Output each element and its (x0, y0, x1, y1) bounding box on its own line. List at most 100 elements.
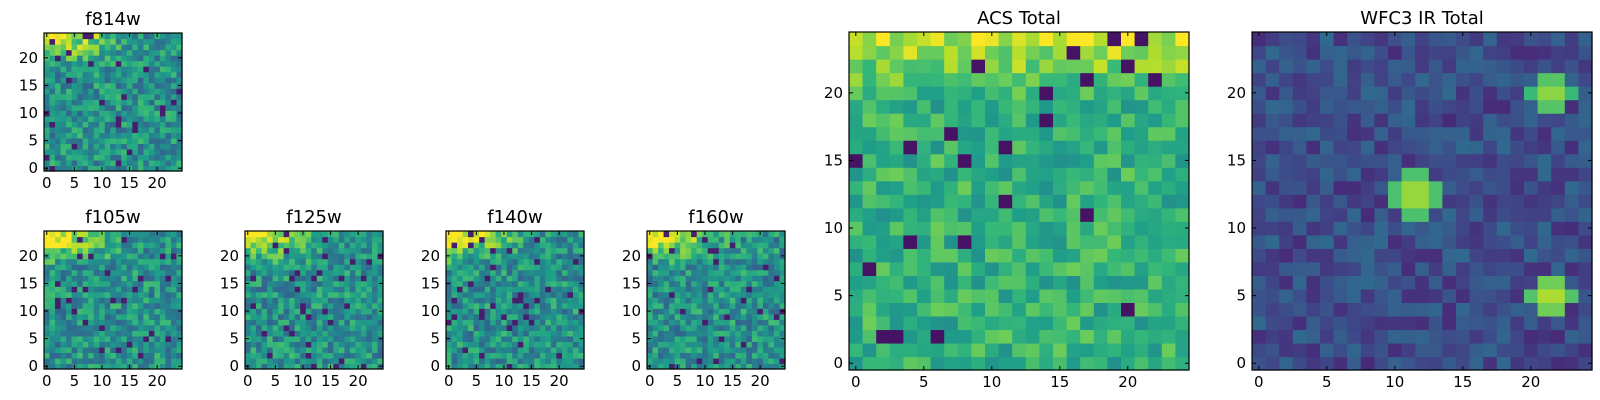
heatmap-cell (1175, 221, 1190, 236)
heatmap-cell (44, 357, 51, 365)
heatmap-cell (779, 302, 786, 309)
heatmap-cell (322, 313, 329, 320)
heatmap-cell (768, 242, 775, 249)
heatmap-cell (550, 324, 557, 331)
heatmap-cell (93, 275, 100, 282)
heatmap-cell (550, 231, 557, 238)
heatmap-cell (77, 49, 84, 56)
heatmap-cell (1053, 153, 1068, 168)
heatmap-cell (82, 154, 89, 161)
heatmap-cell (261, 330, 268, 337)
heatmap-cell (371, 247, 379, 254)
heatmap-cell (316, 335, 323, 342)
heatmap-cell (484, 308, 491, 315)
heatmap-cell (1093, 113, 1108, 128)
heatmap-cell (468, 308, 475, 315)
heatmap-cell (1456, 113, 1471, 128)
heatmap-cell (115, 132, 122, 139)
heatmap-cell (647, 319, 654, 326)
heatmap-cell (735, 269, 742, 276)
heatmap-cell (66, 313, 73, 320)
heatmap-cell (930, 356, 945, 371)
heatmap-cell (685, 302, 692, 309)
heatmap-cell (371, 346, 379, 354)
heatmap-cell (1292, 72, 1307, 87)
heatmap-cell (99, 104, 106, 111)
heatmap-cell (917, 153, 932, 168)
heatmap-cell (490, 275, 497, 282)
heatmap-cell (1175, 86, 1190, 101)
heatmap-cell (512, 247, 519, 254)
heatmap-cell (137, 247, 144, 254)
heatmap-cell (1025, 342, 1040, 358)
heatmap-cell (528, 275, 535, 282)
heatmap-cell (121, 60, 128, 67)
heatmap-cell (1442, 86, 1457, 101)
heatmap-cell (71, 236, 78, 243)
heatmap-cell (849, 234, 864, 249)
heatmap-cell (1456, 194, 1471, 209)
heatmap-cell (159, 280, 167, 287)
heatmap-cell (77, 55, 84, 62)
heatmap-cell (674, 236, 681, 243)
heatmap-cell (344, 253, 351, 260)
heatmap-cell (1306, 180, 1321, 195)
heatmap-cell (132, 137, 139, 144)
heatmap-cell (71, 49, 78, 56)
heatmap-cell (170, 286, 178, 293)
heatmap-cell (154, 110, 161, 117)
heatmap-cell (669, 330, 676, 337)
heatmap-cell (1252, 140, 1267, 155)
heatmap-cell (1524, 86, 1539, 101)
x-tick-label: 10 (92, 174, 111, 192)
heatmap-cell (957, 302, 972, 317)
heatmap-cell (366, 302, 373, 309)
heatmap-cell (506, 335, 513, 342)
heatmap-cell (316, 357, 323, 365)
heatmap-cell (165, 165, 172, 172)
panel-title: f814w (85, 9, 140, 30)
heatmap-cell (545, 280, 552, 287)
heatmap-cell (1578, 288, 1593, 303)
heatmap-cell (539, 335, 546, 342)
heatmap-cell (176, 66, 183, 73)
heatmap-cell (944, 342, 959, 358)
heatmap-cell (165, 231, 172, 238)
heatmap-cell (462, 258, 469, 265)
heatmap-cell (1025, 261, 1040, 276)
heatmap-cell (707, 357, 714, 365)
heatmap-cell (143, 275, 150, 282)
heatmap-cell (696, 269, 703, 276)
heatmap-cell (468, 324, 475, 331)
heatmap-cell (1320, 261, 1335, 276)
heatmap-cell (985, 45, 1000, 60)
heatmap-cell (1551, 45, 1566, 60)
heatmap-cell (322, 319, 329, 326)
heatmap-cell (143, 115, 150, 122)
heatmap-cell (740, 280, 747, 287)
heatmap-cell (1496, 126, 1511, 141)
heatmap-cell (713, 308, 720, 315)
heatmap-cell (729, 275, 736, 282)
heatmap-cell (115, 308, 122, 315)
heatmap-cell (1442, 221, 1457, 236)
heatmap-cell (971, 32, 986, 47)
heatmap-cell (735, 330, 742, 337)
heatmap-cell (451, 302, 458, 309)
heatmap-cell (60, 44, 67, 51)
heatmap-cell (663, 335, 670, 342)
heatmap-cell (1279, 126, 1294, 141)
heatmap-cell (849, 302, 864, 317)
heatmap-cell (272, 275, 279, 282)
heatmap-cell (506, 313, 513, 320)
heatmap-cell (746, 330, 753, 337)
heatmap-cell (512, 297, 519, 304)
heatmap-cell (490, 247, 497, 254)
heatmap-cell (121, 242, 128, 249)
heatmap-cell (647, 247, 654, 254)
heatmap-cell (1080, 167, 1095, 182)
heatmap-cell (1039, 288, 1054, 303)
heatmap-cell (170, 137, 178, 144)
heatmap-cell (1510, 302, 1525, 317)
heatmap-cell (768, 313, 775, 320)
